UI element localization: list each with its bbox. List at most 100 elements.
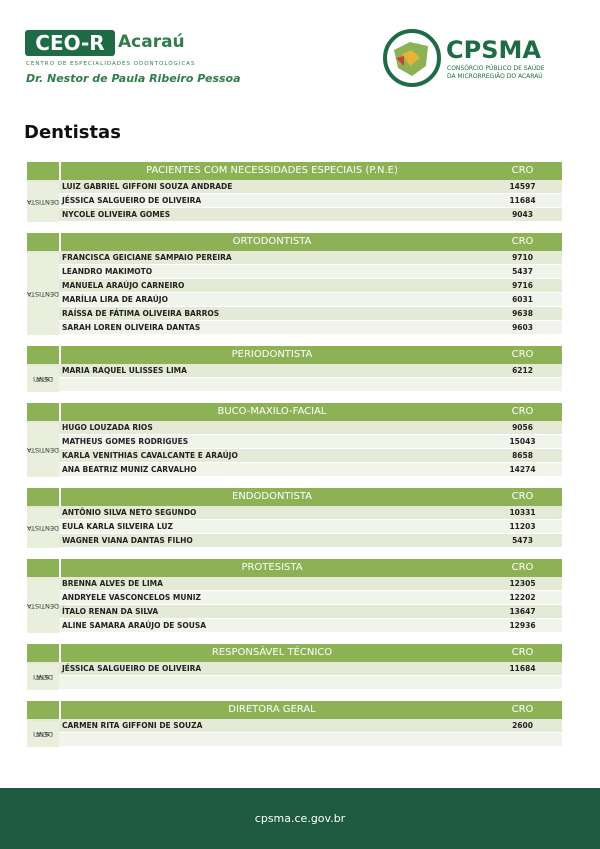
cro-header: CRO: [511, 647, 534, 658]
table-row: ALINE SAMARA ARAÚJO DE SOUSA 12936: [27, 619, 562, 633]
dentist-name: LEANDRO MAKIMOTO: [62, 267, 153, 276]
table-row: JÉSSICA SALGUEIRO DE OLIVEIRA 11684: [27, 194, 562, 208]
dentist-name: JÉSSICA SALGUEIRO DE OLIVEIRA: [62, 664, 202, 673]
table-row: [27, 676, 562, 690]
section-header: PROTESISTA CRO: [27, 559, 562, 577]
section: PERIODONTISTA CRO MARIA RAQUEL ULISSES LIM…: [27, 346, 562, 392]
cro-number: 14274: [509, 465, 536, 474]
cro-header: CRO: [511, 349, 534, 360]
cro-number: 9710: [512, 253, 533, 262]
table-row: ANTÔNIO SILVA NETO SEGUNDO 10331: [27, 506, 562, 520]
cro-number: 8658: [512, 451, 533, 460]
section-title: BUCO-MAXILO-FACIAL: [217, 406, 327, 417]
table-row: WAGNER VIANA DANTAS FILHO 5473: [27, 534, 562, 548]
section-title: PROTESISTA: [241, 562, 303, 573]
dentist-name: KARLA VENITHIAS CAVALCANTE E ARAÚJO: [62, 451, 238, 460]
side-line: STA: [36, 730, 50, 738]
section-header: DIRETORA GERAL CRO: [27, 701, 562, 719]
dentist-name: LUIZ GABRIEL GIFFONI SOUZA ANDRADE: [62, 182, 233, 191]
cro-number: 11203: [509, 522, 536, 531]
table-row: HUGO LOUZADA RIOS 9056: [27, 421, 562, 435]
side-line: DENTISTA: [27, 602, 59, 610]
ceo-subtitle: CENTRO DE ESPECIALIDADES ODONTOLÓGICAS: [26, 61, 196, 67]
ceo-name: Dr. Nestor de Paula Ribeiro Pessoa: [26, 72, 241, 85]
table-row: ANDRYELE VASCONCELOS MUNIZ 12202: [27, 591, 562, 605]
dentist-name: MARÍLIA LIRA DE ARAÚJO: [62, 295, 168, 304]
side-line: STA: [36, 673, 50, 681]
cro-number: 11684: [509, 196, 536, 205]
table-row: MARIA RAQUEL ULISSES LIMA 6212: [27, 364, 562, 378]
dentist-name: JÉSSICA SALGUEIRO DE OLIVEIRA: [62, 196, 202, 205]
separator: [59, 488, 61, 506]
cro-number: 9638: [512, 309, 533, 318]
section-header: PACIENTES COM NECESSIDADES ESPECIAIS (P.…: [27, 162, 562, 180]
section-title: RESPONSÁVEL TÉCNICO: [211, 647, 333, 658]
separator: [59, 559, 61, 577]
table-row: MATHEUS GOMES RODRIGUES 15043: [27, 435, 562, 449]
section: PROTESISTA CRO BRENNA ALVES DE LIMA 12305 AN…: [27, 559, 562, 633]
table-row: EULA KARLA SILVEIRA LUZ 11203: [27, 520, 562, 534]
dentist-name: MANUELA ARAÚJO CARNEIRO: [62, 281, 185, 290]
table-row: MARÍLIA LIRA DE ARAÚJO 6031: [27, 293, 562, 307]
separator: [59, 346, 61, 364]
dentist-name: BRENNA ALVES DE LIMA: [62, 579, 163, 588]
dentist-name: SARAH LOREN OLIVEIRA DANTAS: [62, 323, 201, 332]
table-row: NYCOLE OLIVEIRA GOMES 9043: [27, 208, 562, 222]
section: RESPONSÁVEL TÉCNICO CRO JÉSSICA SALGUEIRO …: [27, 644, 562, 690]
cro-number: 14597: [509, 182, 536, 191]
dentist-name: RAÍSSA DE FÁTIMA OLIVEIRA BARROS: [62, 309, 220, 318]
side-label: DENTISTA: [27, 253, 59, 335]
cro-number: 11684: [509, 664, 536, 673]
cpsma-icon: [383, 29, 441, 87]
cpsma-subtitle: DA MICRORREGIÃO DO ACARAÚ: [447, 73, 543, 80]
cro-number: 12936: [509, 621, 536, 630]
footer-url: cpsma.ce.gov.br: [254, 812, 346, 825]
section-header: BUCO-MAXILO-FACIAL CRO: [27, 403, 562, 421]
cro-header: CRO: [511, 406, 534, 417]
table-row: LEANDRO MAKIMOTO 5437: [27, 265, 562, 279]
side-line: DENTISTA: [27, 198, 59, 206]
section: PACIENTES COM NECESSIDADES ESPECIAIS (P.…: [27, 162, 562, 222]
cro-number: 6212: [512, 366, 533, 375]
cro-header: CRO: [511, 562, 534, 573]
section-title: ENDODONTISTA: [232, 491, 312, 502]
section: ORTODONTISTA CRO FRANCISCA GEICIANE SAMPAI…: [27, 233, 562, 335]
side-line: STA: [36, 375, 50, 383]
section: BUCO-MAXILO-FACIAL CRO HUGO LOUZADA RIOS 90…: [27, 403, 562, 477]
cro-number: 12202: [509, 593, 536, 602]
page-title: Dentistas: [24, 122, 121, 143]
ceo-logo-box: CEO-R: [25, 30, 115, 56]
dentist-name: ÍTALO RENAN DA SILVA: [62, 607, 159, 616]
section-title: PERIODONTISTA: [231, 349, 313, 360]
cro-header: CRO: [511, 165, 534, 176]
table-row: ÍTALO RENAN DA SILVA 13647: [27, 605, 562, 619]
cro-header: CRO: [511, 236, 534, 247]
side-line: DENTISTA: [27, 446, 59, 454]
side-label: DENTISTA: [27, 423, 59, 477]
section-title: DIRETORA GERAL: [228, 704, 316, 715]
section: DIRETORA GERAL CRO CARMEN RITA GIFFONI DE …: [27, 701, 562, 747]
table-row: [27, 378, 562, 392]
separator: [59, 162, 61, 180]
separator: [59, 233, 61, 251]
cro-number: 6031: [512, 295, 533, 304]
side-line: DENTISTA: [27, 524, 59, 532]
section-title: PACIENTES COM NECESSIDADES ESPECIAIS (P.…: [146, 165, 398, 176]
table-row: FRANCISCA GEICIANE SAMPAIO PEREIRA 9710: [27, 251, 562, 265]
dentist-name: EULA KARLA SILVEIRA LUZ: [62, 522, 173, 531]
cro-number: 5473: [512, 536, 533, 545]
cro-number: 10331: [509, 508, 536, 517]
dentist-name: HUGO LOUZADA RIOS: [62, 423, 153, 432]
cro-header: CRO: [511, 704, 534, 715]
table-row: KARLA VENITHIAS CAVALCANTE E ARAÚJO 8658: [27, 449, 562, 463]
section: ENDODONTISTA CRO ANTÔNIO SILVA NETO SEGUND…: [27, 488, 562, 548]
cro-number: 12305: [509, 579, 536, 588]
section-header: PERIODONTISTA CRO: [27, 346, 562, 364]
table-row: [27, 733, 562, 747]
separator: [59, 644, 61, 662]
dentist-name: MARIA RAQUEL ULISSES LIMA: [62, 366, 187, 375]
cro-number: 9056: [512, 423, 533, 432]
side-line: DENTISTA: [27, 290, 59, 298]
